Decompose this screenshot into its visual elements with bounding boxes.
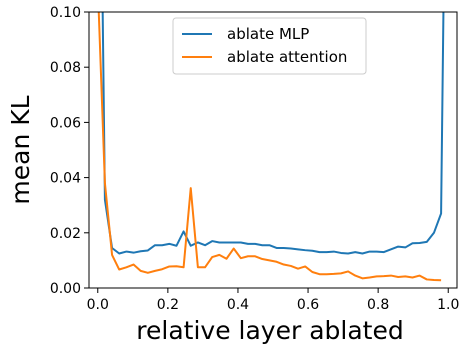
- y-tick-label: 0.10: [50, 5, 81, 21]
- legend: ablate MLP ablate attention: [172, 17, 367, 75]
- x-tick-label: 0.0: [87, 297, 109, 313]
- legend-label-attention: ablate attention: [227, 48, 347, 66]
- y-tick-label: 0.08: [50, 60, 81, 76]
- x-tick-label: 0.6: [297, 297, 319, 313]
- series-layer: [97, 12, 445, 282]
- y-tick-label: 0.02: [50, 226, 81, 242]
- y-tick-label: 0.00: [50, 281, 81, 297]
- x-axis-label: relative layer ablated: [136, 316, 403, 345]
- x-tick-label: 0.8: [367, 297, 389, 313]
- x-tick-label: 0.2: [157, 297, 179, 313]
- y-axis-label: mean KL: [6, 95, 35, 204]
- x-tick-label: 1.0: [437, 297, 459, 313]
- y-tick-label: 0.04: [50, 171, 81, 187]
- y-axis-ticks: 0.00 0.02 0.04 0.06 0.08 0.10: [50, 5, 89, 297]
- series-line-ablate-mlp: [101, 12, 445, 255]
- legend-box: [172, 17, 367, 75]
- y-tick-label: 0.06: [50, 115, 81, 131]
- x-tick-label: 0.4: [227, 297, 249, 313]
- series-line-ablate-attention: [97, 12, 442, 282]
- plot-frame: [88, 11, 458, 289]
- legend-label-mlp: ablate MLP: [227, 25, 309, 43]
- x-axis-ticks: 0.0 0.2 0.4 0.6 0.8 1.0: [87, 288, 459, 313]
